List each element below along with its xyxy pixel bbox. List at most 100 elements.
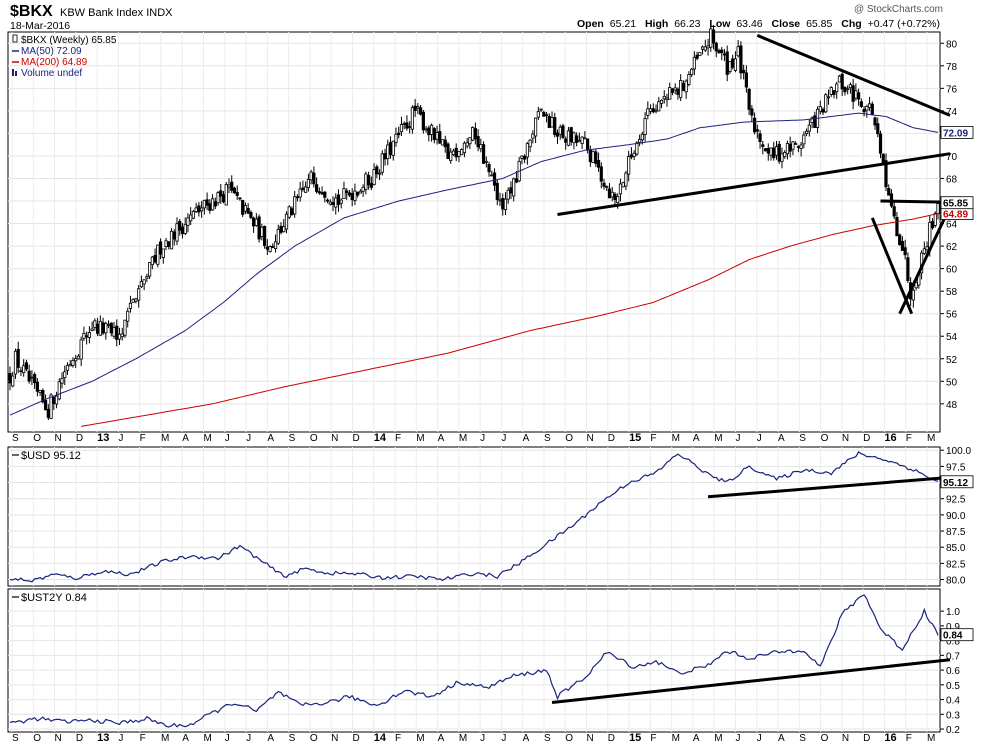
candle-body — [101, 322, 105, 334]
x-tick-label: S — [289, 433, 296, 444]
candle-body — [317, 191, 321, 194]
x-tick-label: M — [204, 433, 212, 444]
candle-body — [224, 184, 228, 206]
candle-body — [137, 288, 141, 301]
candle-body — [487, 164, 491, 173]
candle-body — [640, 133, 644, 141]
y-tick-label: 58 — [946, 287, 958, 298]
candle-body — [156, 244, 160, 265]
candle-body — [74, 358, 78, 362]
x-tick-label: M — [161, 433, 169, 444]
x-tick-label: J — [735, 433, 740, 444]
y-tick-label: 80.0 — [946, 576, 966, 587]
candle-body — [221, 194, 226, 203]
y-tick-label: 54 — [946, 332, 958, 343]
y-tick-label: 70 — [946, 152, 958, 163]
candle-body — [115, 325, 119, 340]
candle-body — [758, 133, 762, 142]
candle-body — [11, 375, 15, 387]
candle-body — [38, 389, 42, 394]
ma200-last-label: 64.89 — [943, 210, 968, 221]
candle-body — [805, 130, 809, 135]
candle-body — [566, 130, 571, 146]
y-tick-label: 0.2 — [946, 725, 960, 736]
candle-body — [777, 143, 781, 162]
candle-body — [731, 58, 735, 68]
candle-body — [402, 122, 406, 125]
candle-body — [238, 197, 242, 200]
candle-body — [334, 197, 338, 208]
y-tick-label: 76 — [946, 84, 958, 95]
x-tick-label: M — [672, 733, 680, 744]
candle-body — [720, 49, 724, 53]
candle-body — [780, 153, 784, 162]
candle-body — [131, 299, 135, 303]
candle-body — [930, 221, 935, 229]
x-tick-label: S — [544, 733, 551, 744]
candle-body — [298, 188, 302, 198]
trendline — [707, 475, 951, 499]
x-tick-label: O — [565, 733, 573, 744]
candle-body — [413, 105, 417, 111]
legend-entry: Volume undef — [21, 68, 82, 79]
y-tick-label: 0.3 — [946, 710, 960, 721]
candle-body — [287, 206, 291, 218]
panel-frame — [7, 588, 941, 733]
candle-body — [783, 152, 787, 158]
x-tick-label: J — [246, 433, 251, 444]
y-tick-label: 87.5 — [946, 527, 966, 538]
candle-body — [506, 189, 510, 200]
candle-body — [254, 218, 258, 226]
ust2y-last-label: 0.84 — [943, 631, 963, 642]
candle-body — [265, 246, 269, 250]
candle-body — [191, 210, 196, 219]
candle-body — [471, 127, 475, 141]
trendline — [898, 206, 952, 315]
x-tick-label: S — [799, 433, 806, 444]
x-tick-label: D — [863, 733, 870, 744]
candle-body — [681, 83, 686, 91]
candle-body — [150, 256, 154, 266]
candle-body — [602, 182, 606, 187]
x-tick-label: 15 — [629, 432, 641, 444]
candle-body — [490, 174, 494, 177]
candle-body — [145, 276, 149, 279]
candle-body — [610, 191, 614, 198]
candle-body — [520, 155, 524, 159]
candle-body — [27, 370, 31, 382]
candle-body — [331, 202, 335, 206]
candle-body — [501, 198, 505, 210]
candle-body — [65, 364, 70, 371]
candle-body — [112, 327, 116, 337]
x-tick-label: F — [650, 433, 656, 444]
candle-body — [794, 143, 798, 145]
candle-body — [621, 182, 625, 188]
candle-body — [717, 50, 721, 54]
candle-body — [933, 212, 937, 226]
trendline — [551, 658, 951, 705]
candle-body — [186, 217, 190, 226]
candle-body — [95, 323, 100, 334]
candle-body — [558, 126, 562, 135]
candle-body — [293, 196, 297, 215]
candle-body — [90, 328, 94, 331]
candle-body — [290, 208, 294, 215]
candle-body — [183, 224, 187, 234]
y-tick-label: 56 — [946, 310, 958, 321]
y-tick-label: 62 — [946, 242, 958, 253]
candle-body — [577, 140, 581, 143]
candle-body — [383, 153, 387, 160]
candle-body — [284, 213, 289, 230]
candle-body — [200, 207, 204, 212]
candle-body — [550, 116, 554, 128]
candle-body — [208, 203, 212, 211]
x-tick-label: M — [714, 733, 722, 744]
candle-body — [93, 320, 97, 328]
x-tick-label: N — [587, 733, 594, 744]
y-tick-label: 97.5 — [946, 462, 966, 473]
candle-body — [148, 262, 152, 277]
candle-body — [178, 220, 182, 231]
candle-body — [367, 175, 371, 186]
candle-body — [391, 140, 395, 156]
candle-body — [282, 226, 286, 233]
